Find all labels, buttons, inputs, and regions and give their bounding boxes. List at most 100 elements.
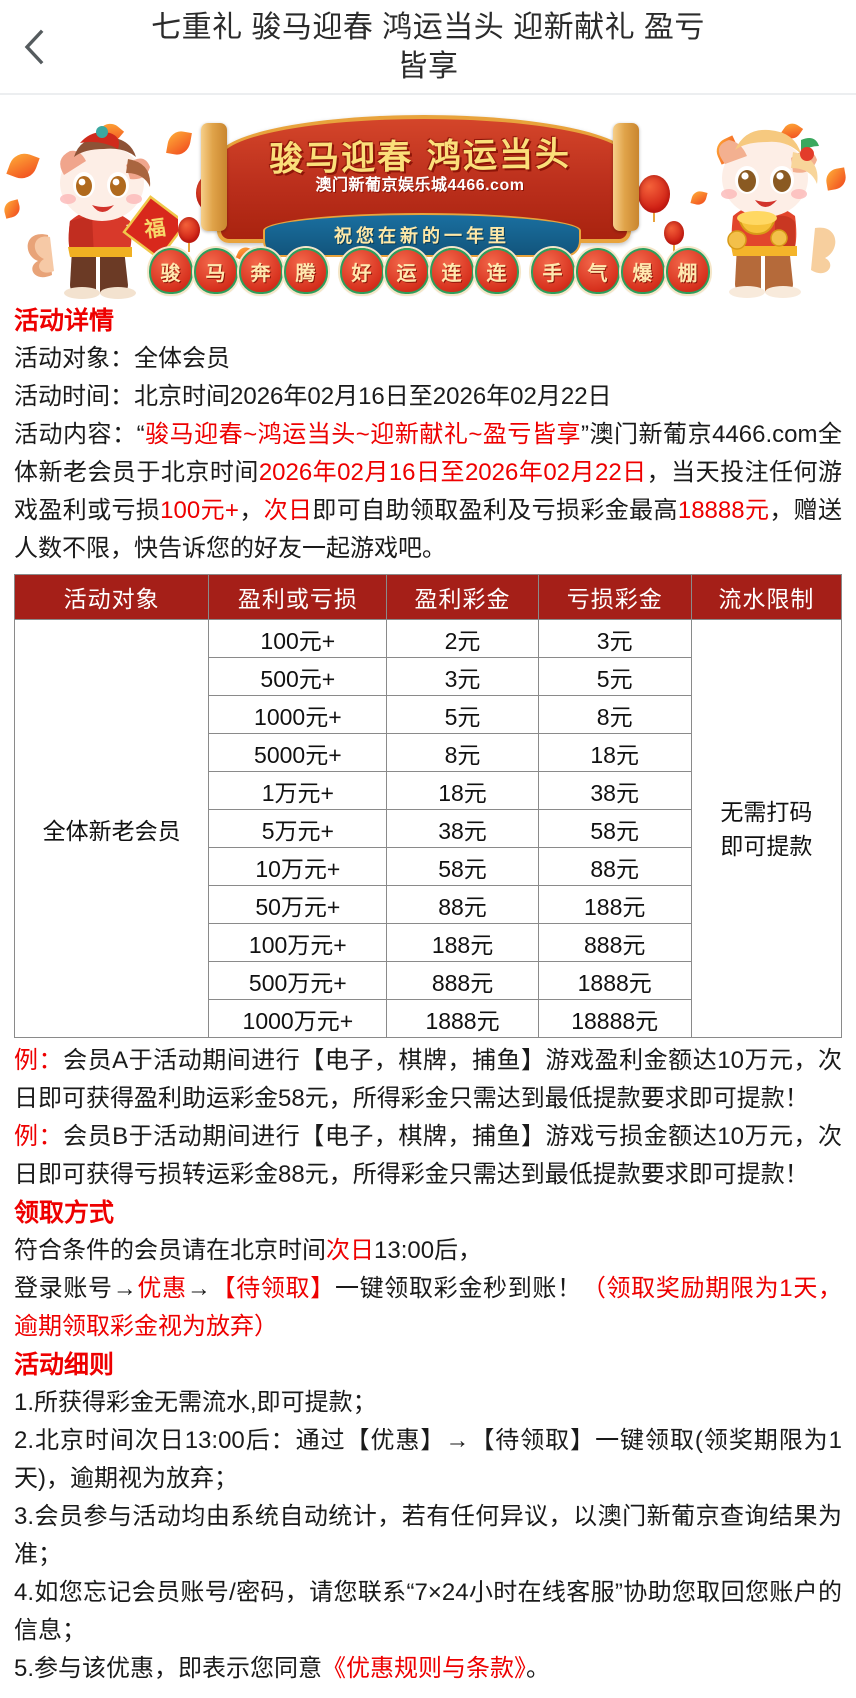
scroll-cap-right <box>613 123 639 231</box>
lantern-icon <box>638 175 670 213</box>
svg-text:福: 福 <box>142 215 167 242</box>
cell-profit: 2元 <box>386 619 539 658</box>
cell-profit: 38元 <box>386 809 539 848</box>
activity-slogan: 骏马迎春~鸿运当头~迎新献礼~盈亏皆享 <box>144 421 581 448</box>
claim-pending-link[interactable]: 【待领取】 <box>210 1275 335 1302</box>
badge: 马 <box>193 248 238 294</box>
badge: 好 <box>339 248 384 294</box>
claim-line-2: 登录账号→优惠→【待领取】一键领取彩金秒到账！（领取奖励期限为1天，逾期领取彩金… <box>14 1270 842 1346</box>
chevron-left-icon <box>23 29 45 65</box>
cell-tier: 1000元+ <box>208 695 388 734</box>
cell-loss: 38元 <box>537 771 692 810</box>
bottom-spacer <box>14 1688 842 1698</box>
example-b: 例：会员B于活动期间进行【电子，棋牌，捕鱼】游戏亏损金额达10万元，次日即可获得… <box>14 1118 842 1194</box>
claim-promo-link[interactable]: 优惠 <box>136 1275 187 1302</box>
badge: 连 <box>474 248 519 294</box>
example-a-text: 会员A于活动期间进行【电子，棋牌，捕鱼】游戏盈利金额达10万元，次日即可获得盈利… <box>14 1047 843 1112</box>
terms-link[interactable]: 《优惠规则与条款》 <box>322 1655 527 1682</box>
promo-banner: 福 <box>0 95 856 302</box>
horse-mascot-left: 福 <box>18 125 178 300</box>
activity-content-part3: ， <box>238 497 264 524</box>
cell-loss: 18888元 <box>537 999 692 1038</box>
cell-loss: 5元 <box>537 657 692 696</box>
table-header-row: 活动对象 盈利或亏损 盈利彩金 亏损彩金 流水限制 <box>13 574 843 620</box>
table-row: 1000元+ 5元 8元 <box>15 695 842 734</box>
table-row: 500万元+ 888元 1888元 <box>15 961 842 1000</box>
promo-page: 七重礼 骏马迎春 鸿运当头 迎新献礼 盈亏皆享 <box>0 0 856 1638</box>
cell-loss: 88元 <box>537 847 692 886</box>
activity-content-part2: ，当天投注任何游戏盈利或亏损 <box>14 459 843 524</box>
activity-nextday: 次日 <box>263 497 313 524</box>
th-loss-bonus: 亏损彩金 <box>537 574 692 620</box>
cell-profit: 58元 <box>386 847 539 886</box>
claim-line2-part1: 登录账号→ <box>14 1275 137 1302</box>
cell-profit: 8元 <box>386 733 539 772</box>
cell-tier: 500万元+ <box>208 961 388 1000</box>
badge: 骏 <box>148 248 193 294</box>
cell-wager-merged: 无需打码 即可提款 <box>690 619 843 1038</box>
table-row: 10万元+ 58元 88元 <box>15 847 842 886</box>
badge: 手 <box>530 248 575 294</box>
activity-target-label: 活动对象： <box>14 345 134 372</box>
badge-group-2: 手 气 爆 棚 <box>530 248 710 294</box>
example-a: 例：会员A于活动期间进行【电子，棋牌，捕鱼】游戏盈利金额达10万元，次日即可获得… <box>14 1042 842 1118</box>
cell-tier: 500元+ <box>208 657 388 696</box>
activity-time-label: 活动时间： <box>14 383 134 410</box>
scroll-cap-left <box>201 123 227 231</box>
banner-scroll: 骏马迎春 鸿运当头 澳门新葡京娱乐城4466.com 祝您在新的一年里 <box>185 109 655 257</box>
activity-content-part1: 澳门新葡京4466.com全体新老会员于北京时间 <box>14 421 843 486</box>
banner-badge-row: 骏 马 奔 腾 好 运 连 连 手 气 爆 棚 <box>148 247 710 295</box>
quote-close: ” <box>580 421 589 448</box>
cell-target-merged: 全体新老会员 <box>13 619 210 1038</box>
table-row: 5万元+ 38元 58元 <box>15 809 842 848</box>
table-row: 100万元+ 188元 888元 <box>15 923 842 962</box>
claim-note: （领取奖励期限为1天，逾期领取彩金视为放弃） <box>14 1275 843 1340</box>
back-button[interactable] <box>12 25 56 69</box>
claim-line2-part3: 一键领取彩金秒到账！ <box>334 1275 582 1302</box>
cell-tier: 1万元+ <box>208 771 388 810</box>
rule5-prefix: 5.参与该优惠，即表示您同意 <box>14 1655 323 1682</box>
page-title: 七重礼 骏马迎春 鸿运当头 迎新献礼 盈亏皆享 <box>151 10 705 83</box>
badge-group-0: 骏 马 奔 腾 <box>148 248 328 294</box>
rule-item: 2.北京时间次日13:00后：通过【优惠】→【待领取】一键领取(领奖期限为1天)… <box>14 1427 842 1492</box>
cell-loss: 8元 <box>537 695 692 734</box>
badge: 奔 <box>238 248 283 294</box>
quote-open: “ <box>136 421 145 448</box>
horse-mascot-right <box>679 120 844 300</box>
prize-table: 活动对象 盈利或亏损 盈利彩金 亏损彩金 流水限制 全体新老会员 100元+ 2… <box>13 574 843 1038</box>
cell-tier: 50万元+ <box>208 885 388 924</box>
rule-item: 3.会员参与活动均由系统自动统计，若有任何异议，以澳门新葡京查询结果为准； <box>14 1503 842 1568</box>
banner-scroll-subtitle: 澳门新葡京娱乐城4466.com <box>315 177 525 194</box>
promo-content: 活动详情 活动对象：全体会员 活动时间：北京时间2026年02月16日至2026… <box>0 302 856 1698</box>
lantern-icon <box>178 217 200 243</box>
cell-loss: 1888元 <box>537 961 692 1000</box>
badge: 运 <box>384 248 429 294</box>
example-b-text: 会员B于活动期间进行【电子，棋牌，捕鱼】游戏亏损金额达10万元，次日即可获得亏损… <box>14 1123 843 1188</box>
wager-line-2: 即可提款 <box>720 832 813 859</box>
cell-tier: 5万元+ <box>208 809 388 848</box>
badge: 腾 <box>283 248 328 294</box>
section-title-rules: 活动细则 <box>14 1351 115 1379</box>
cell-profit: 188元 <box>386 923 539 962</box>
cell-profit: 3元 <box>386 657 539 696</box>
example-b-label: 例： <box>14 1123 64 1150</box>
badge-group-1: 好 运 连 连 <box>339 248 519 294</box>
table-row: 500元+ 3元 5元 <box>15 657 842 696</box>
badge: 气 <box>575 248 620 294</box>
th-profit-bonus: 盈利彩金 <box>386 574 539 620</box>
cell-loss: 3元 <box>537 619 692 658</box>
table-row: 1万元+ 18元 38元 <box>15 771 842 810</box>
banner-ribbon-text: 祝您在新的一年里 <box>334 226 510 246</box>
cell-loss: 18元 <box>537 733 692 772</box>
th-target: 活动对象 <box>13 574 210 620</box>
cell-loss: 888元 <box>537 923 692 962</box>
rule5-suffix: 。 <box>526 1655 551 1682</box>
badge: 棚 <box>665 248 710 294</box>
section-title-claim: 领取方式 <box>14 1199 115 1227</box>
cell-profit: 1888元 <box>386 999 539 1038</box>
table-row: 1000万元+ 1888元 18888元 <box>15 999 842 1038</box>
activity-content-part5: ，赠送人数不限，快告诉您的好友一起游戏吧。 <box>14 497 843 562</box>
activity-target-line: 活动对象：全体会员 <box>14 340 842 378</box>
cell-profit: 888元 <box>386 961 539 1000</box>
claim-line1-nextday: 次日 <box>326 1237 374 1264</box>
